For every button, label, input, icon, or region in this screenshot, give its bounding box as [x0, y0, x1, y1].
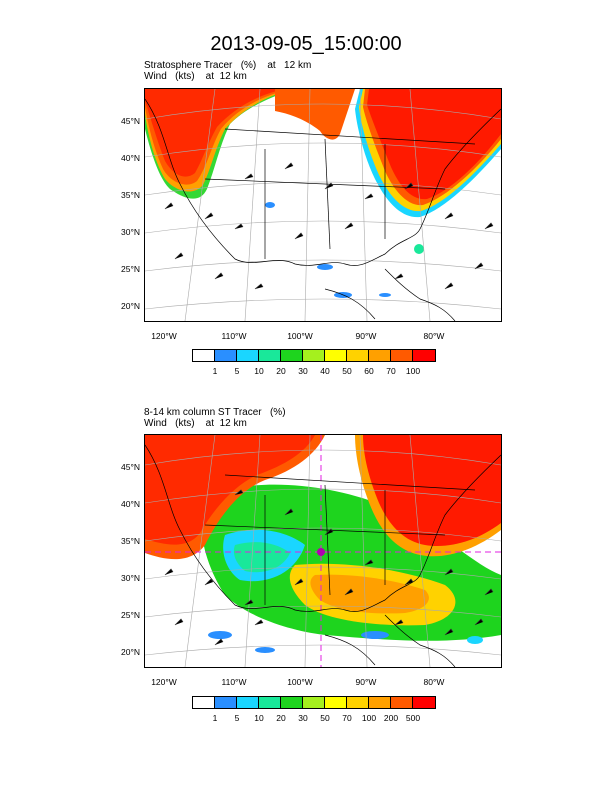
colorbar-label: 5	[234, 713, 240, 723]
colorbar-swatch	[325, 697, 347, 708]
panel2-subtitle-wind: Wind (kts) at 12 km	[144, 418, 247, 429]
panel1-map	[144, 88, 502, 322]
panel1-colorbar	[192, 349, 436, 362]
colorbar-swatch	[193, 697, 215, 708]
colorbar-label: 40	[320, 366, 330, 376]
panel1-lon-label-90: 90°W	[355, 331, 377, 341]
colorbar-swatch	[347, 697, 369, 708]
panel1-lat-label-45: 45°N	[121, 116, 140, 126]
colorbar-label: 50	[320, 713, 330, 723]
colorbar-swatch	[369, 697, 391, 708]
colorbar-swatch	[369, 350, 391, 361]
colorbar-swatch	[413, 350, 435, 361]
panel1-lat-label-20: 20°N	[121, 301, 140, 311]
panel2-colorbar	[192, 696, 436, 709]
panel1-lat-label-25: 25°N	[121, 264, 140, 274]
colorbar-label: 100	[405, 366, 421, 376]
colorbar-swatch	[303, 697, 325, 708]
colorbar-swatch	[325, 350, 347, 361]
panel1-lon-label-80: 80°W	[423, 331, 445, 341]
colorbar-label: 30	[298, 713, 308, 723]
colorbar-swatch	[215, 697, 237, 708]
panel1-lat-label-30: 30°N	[121, 227, 140, 237]
colorbar-swatch	[347, 350, 369, 361]
colorbar-label: 70	[386, 366, 396, 376]
panel2-map	[144, 434, 502, 668]
colorbar-label: 50	[342, 366, 352, 376]
colorbar-label: 5	[234, 366, 240, 376]
colorbar-swatch	[391, 350, 413, 361]
panel2-lon-label-80: 80°W	[423, 677, 445, 687]
colorbar-label: 20	[276, 713, 286, 723]
panel1-subtitle-tracer: Stratosphere Tracer (%) at 12 km	[144, 60, 312, 71]
panel1-lon-label-100: 100°W	[287, 331, 313, 341]
panel1-lat-label-35: 35°N	[121, 190, 140, 200]
panel2-lat-label-20: 20°N	[121, 647, 140, 657]
colorbar-label: 500	[405, 713, 421, 723]
colorbar-swatch	[237, 350, 259, 361]
panel2-subtitle-tracer: 8-14 km column ST Tracer (%)	[144, 407, 286, 418]
colorbar-label: 100	[361, 713, 377, 723]
colorbar-label: 30	[298, 366, 308, 376]
colorbar-swatch	[391, 697, 413, 708]
panel2-lon-label-100: 100°W	[287, 677, 313, 687]
colorbar-label: 200	[383, 713, 399, 723]
panel1-lat-label-40: 40°N	[121, 153, 140, 163]
panel1-subtitle-wind: Wind (kts) at 12 km	[144, 71, 247, 82]
panel2-lat-label-35: 35°N	[121, 536, 140, 546]
colorbar-label: 1	[212, 366, 218, 376]
panel2-lat-label-40: 40°N	[121, 499, 140, 509]
page-title: 2013-09-05_15:00:00	[210, 33, 402, 55]
colorbar-label: 1	[212, 713, 218, 723]
colorbar-label: 70	[342, 713, 352, 723]
panel2-lon-label-120: 120°W	[151, 677, 177, 687]
panel2-lon-label-90: 90°W	[355, 677, 377, 687]
colorbar-label: 60	[364, 366, 374, 376]
colorbar-label: 20	[276, 366, 286, 376]
colorbar-label: 10	[254, 366, 264, 376]
colorbar-swatch	[237, 697, 259, 708]
panel2-lat-label-30: 30°N	[121, 573, 140, 583]
colorbar-swatch	[303, 350, 325, 361]
colorbar-swatch	[281, 697, 303, 708]
colorbar-swatch	[413, 697, 435, 708]
colorbar-swatch	[193, 350, 215, 361]
panel1-lon-label-120: 120°W	[151, 331, 177, 341]
colorbar-swatch	[259, 350, 281, 361]
panel2-lon-label-110: 110°W	[221, 677, 247, 687]
panel1-lon-label-110: 110°W	[221, 331, 247, 341]
colorbar-swatch	[259, 697, 281, 708]
panel2-lat-label-25: 25°N	[121, 610, 140, 620]
panel2-lat-label-45: 45°N	[121, 462, 140, 472]
colorbar-label: 10	[254, 713, 264, 723]
colorbar-swatch	[281, 350, 303, 361]
colorbar-swatch	[215, 350, 237, 361]
